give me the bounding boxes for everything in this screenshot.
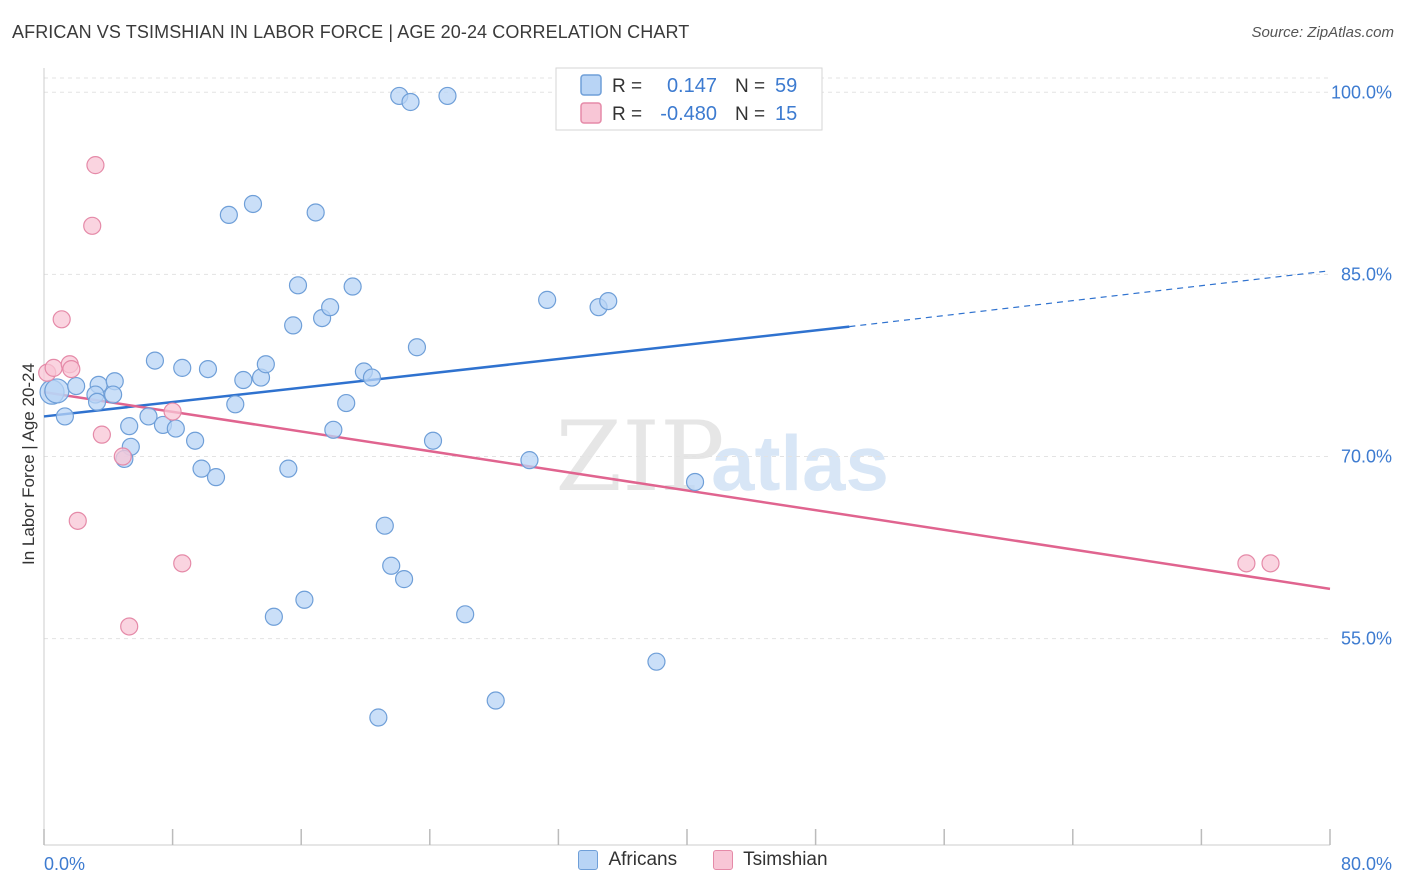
africans-point: [198, 359, 218, 379]
africans-point: [394, 570, 414, 589]
watermark-atlas: atlas: [711, 419, 889, 507]
africans-point: [166, 419, 185, 438]
africans-point: [288, 276, 308, 295]
africans-point: [423, 431, 443, 450]
y-tick-label: 55.0%: [1341, 629, 1392, 649]
tsimshian-point: [83, 216, 102, 235]
africans-point: [55, 407, 74, 426]
africans-point: [264, 607, 283, 626]
y-tick-labels: 100.0% 85.0% 70.0% 55.0%: [1331, 82, 1392, 648]
legend-r-label-2: R =: [612, 104, 642, 125]
africans-point: [226, 395, 245, 414]
source-note: Source: ZipAtlas.com: [1251, 24, 1394, 41]
tsimshian-point: [62, 359, 81, 379]
africans-trend-line: [43, 325, 850, 418]
africans-point: [243, 194, 263, 214]
chart-title: AFRICAN VS TSIMSHIAN IN LABOR FORCE | AG…: [12, 22, 690, 42]
legend-r-label-1: R =: [612, 76, 642, 97]
legend-item-africans: Africans: [578, 849, 677, 871]
africans-point: [438, 86, 457, 106]
africans-point: [324, 420, 343, 439]
x-tick-label-min: 0.0%: [44, 854, 85, 874]
africans-point: [538, 290, 557, 309]
africans-trend-extension: [849, 270, 1331, 328]
y-tick-label: 85.0%: [1341, 264, 1392, 284]
x-tick-label-max: 80.0%: [1341, 854, 1392, 874]
africans-point: [234, 370, 253, 390]
africans-point: [306, 203, 325, 222]
legend-r-value-2: -0.480: [660, 103, 717, 125]
legend-swatch-africans: [580, 74, 602, 96]
y-tick-label: 100.0%: [1331, 82, 1392, 102]
y-axis-label: In Labor Force | Age 20-24: [19, 363, 38, 565]
tsimshian-point: [86, 156, 105, 175]
africans-point: [456, 605, 475, 624]
africans-point: [206, 468, 226, 487]
legend-item-tsimshian: Tsimshian: [713, 849, 828, 871]
tsimshian-point: [52, 310, 71, 329]
africans-point: [382, 556, 401, 575]
africans-point: [599, 292, 618, 311]
africans-point: [120, 417, 139, 436]
africans-point: [219, 205, 238, 225]
x-ticks: [43, 829, 1331, 845]
tsimshian-point: [1237, 554, 1256, 573]
africans-point: [192, 459, 211, 478]
stats-legend: R = 0.147 N = 59 R = -0.480 N = 15: [555, 67, 823, 131]
africans-point: [104, 385, 123, 404]
legend-label-africans: Africans: [608, 849, 678, 870]
legend-swatch-africans-bottom: [578, 850, 599, 870]
africans-point: [520, 451, 539, 470]
legend-r-value-1: 0.147: [667, 75, 717, 97]
tsimshian-point: [120, 617, 139, 636]
africans-point: [337, 393, 356, 413]
africans-point: [44, 378, 70, 404]
africans-point: [256, 355, 275, 374]
tsimshian-point: [92, 425, 111, 444]
africans-point: [295, 590, 314, 609]
africans-point: [369, 708, 388, 727]
africans-point: [486, 691, 505, 710]
africans-point: [87, 392, 107, 411]
africans-point: [173, 358, 192, 377]
africans-point: [145, 351, 165, 370]
africans-point: [139, 407, 158, 426]
series-legend: Africans Tsimshian: [0, 849, 1406, 871]
africans-point: [375, 516, 394, 535]
legend-label-tsimshian: Tsimshian: [743, 849, 828, 870]
africans-point: [685, 472, 705, 492]
tsimshian-point: [68, 511, 87, 530]
tsimshian-point: [1261, 554, 1280, 573]
africans-point: [401, 92, 420, 112]
africans-point: [67, 376, 86, 396]
y-tick-label: 70.0%: [1341, 447, 1392, 467]
tsimshian-trend-line: [43, 390, 1331, 591]
legend-n-value-2: 15: [775, 103, 797, 125]
africans-point: [343, 277, 362, 296]
tsimshian-points: [38, 156, 1280, 636]
legend-swatch-tsimshian-bottom: [713, 850, 734, 870]
africans-point: [186, 431, 205, 450]
legend-swatch-tsimshian: [580, 102, 602, 124]
tsimshian-point: [163, 402, 182, 421]
trend-lines: [43, 270, 1331, 591]
africans-point: [407, 338, 427, 357]
africans-point: [284, 316, 303, 335]
tsimshian-point: [113, 447, 132, 466]
tsimshian-point: [173, 554, 192, 573]
africans-point: [279, 459, 298, 478]
gridlines: [44, 77, 1330, 640]
legend-n-value-1: 59: [775, 75, 797, 97]
tsimshian-point: [44, 358, 63, 377]
legend-n-label-2: N =: [735, 104, 765, 125]
legend-n-label-1: N =: [735, 76, 765, 97]
africans-point: [647, 652, 666, 671]
africans-point: [321, 298, 340, 317]
africans-point: [362, 368, 382, 387]
